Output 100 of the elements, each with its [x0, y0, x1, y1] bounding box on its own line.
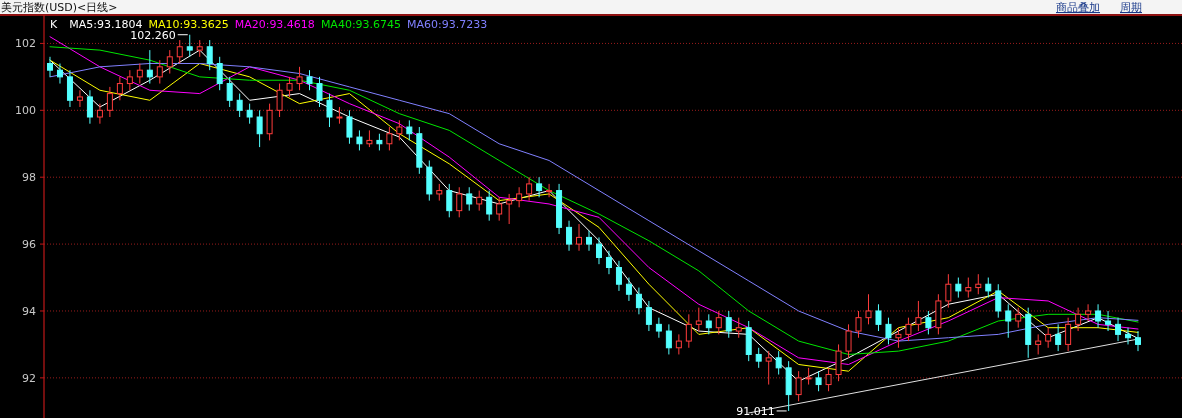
candlestick: [216, 56, 223, 91]
candlestick: [635, 287, 642, 315]
candlestick: [566, 220, 573, 252]
candlestick: [725, 310, 732, 339]
candlestick: [765, 350, 772, 386]
candlestick: [156, 59, 163, 85]
candlestick: [975, 273, 982, 295]
candlestick: [905, 317, 912, 342]
candlestick: [406, 119, 413, 141]
candlestick: [595, 236, 602, 265]
candlestick: [1075, 307, 1082, 332]
candlestick: [665, 323, 672, 355]
candlestick: [875, 303, 882, 332]
candlestick: [755, 347, 762, 369]
candlestick: [715, 310, 722, 335]
candlestick: [116, 76, 123, 101]
candlestick: [256, 109, 263, 148]
candlestick: [995, 283, 1002, 319]
candlestick: [296, 66, 303, 91]
candlestick: [176, 39, 183, 64]
text: 商品叠加: [1056, 1, 1100, 14]
candlestick: [546, 183, 553, 198]
candlestick: [246, 103, 253, 125]
candlestick: [516, 186, 523, 208]
candlestick: [815, 370, 822, 392]
candlestick: [695, 307, 702, 332]
chart-title: 美元指数(USD)<日线>: [1, 1, 118, 14]
candlestick: [186, 34, 193, 58]
candlestick: [266, 103, 273, 141]
candlestick: [605, 250, 612, 275]
legend: K MA5:93.1804 MA10:93.3625 MA20:93.4618 MA40:93.6745 MA60:93.7233: [50, 18, 488, 31]
candlestick: [845, 323, 852, 359]
candlestick: [1045, 327, 1052, 349]
candlestick: [386, 126, 393, 151]
candlestick: [1065, 317, 1072, 352]
candlestick: [1095, 303, 1102, 329]
annotation: 91.011: [736, 404, 775, 418]
candlestick: [476, 190, 483, 212]
candlestick: [1015, 307, 1022, 329]
candlestick: [206, 39, 213, 71]
candlestick: [865, 293, 872, 325]
candlestick: [675, 333, 682, 355]
candlestick: [945, 273, 952, 309]
candlestick: [1035, 333, 1042, 355]
y-tick-label: 102: [15, 37, 36, 51]
candlestick: [735, 317, 742, 339]
y-tick-label: 98: [22, 171, 36, 185]
candlestick: [56, 62, 63, 85]
candlestick: [1055, 323, 1062, 352]
candlestick: [615, 260, 622, 292]
candlestick: [1115, 317, 1122, 342]
candlestick: [1125, 327, 1132, 345]
candlestick: [705, 313, 712, 335]
candlestick: [1005, 303, 1012, 339]
candlestick: [326, 93, 333, 128]
candlestick: [136, 62, 143, 85]
candlestick: [576, 223, 583, 252]
candlestick: [226, 76, 233, 108]
candlestick: [96, 103, 103, 125]
candlestick: [685, 313, 692, 349]
candlestick: [625, 277, 632, 302]
candlestick: [1105, 310, 1112, 332]
candlestick: [885, 317, 892, 345]
candlestick: [925, 310, 932, 335]
candlestick: [346, 109, 353, 145]
candlestick: [316, 76, 323, 108]
candlestick: [586, 230, 593, 252]
candlestick: [356, 129, 363, 151]
candlestick: [915, 300, 922, 332]
candlestick: [86, 89, 93, 125]
annotation: 102.260: [130, 28, 176, 42]
candlestick: [655, 317, 662, 339]
candlestick: [645, 300, 652, 332]
candlestick: [146, 49, 153, 85]
candlestick: [1085, 303, 1092, 322]
candlestick: [486, 190, 493, 222]
candlestick: [1135, 330, 1141, 352]
candlestick: [895, 327, 902, 349]
candlestick: [795, 370, 802, 402]
candlestick: [536, 176, 543, 198]
candlestick: [446, 183, 453, 218]
candlestick: [526, 176, 533, 202]
y-tick-label: 94: [22, 304, 36, 318]
candlestick: [306, 69, 313, 91]
candlestick: [396, 119, 403, 141]
candlestick: [955, 277, 962, 299]
candlestick: [236, 93, 243, 118]
candlestick: [286, 76, 293, 98]
candlestick: [775, 350, 782, 376]
candlestick: [855, 310, 862, 339]
candlestick: [126, 69, 133, 91]
candlestick: [985, 277, 992, 299]
candlestick: [835, 343, 842, 382]
candlestick: [456, 186, 463, 218]
y-tick-label: 92: [22, 371, 36, 385]
y-tick-label: 96: [22, 238, 36, 252]
candlestick: [466, 186, 473, 212]
candlestick: [66, 69, 73, 108]
candlestick: [496, 196, 503, 222]
candlestick: [47, 56, 53, 78]
